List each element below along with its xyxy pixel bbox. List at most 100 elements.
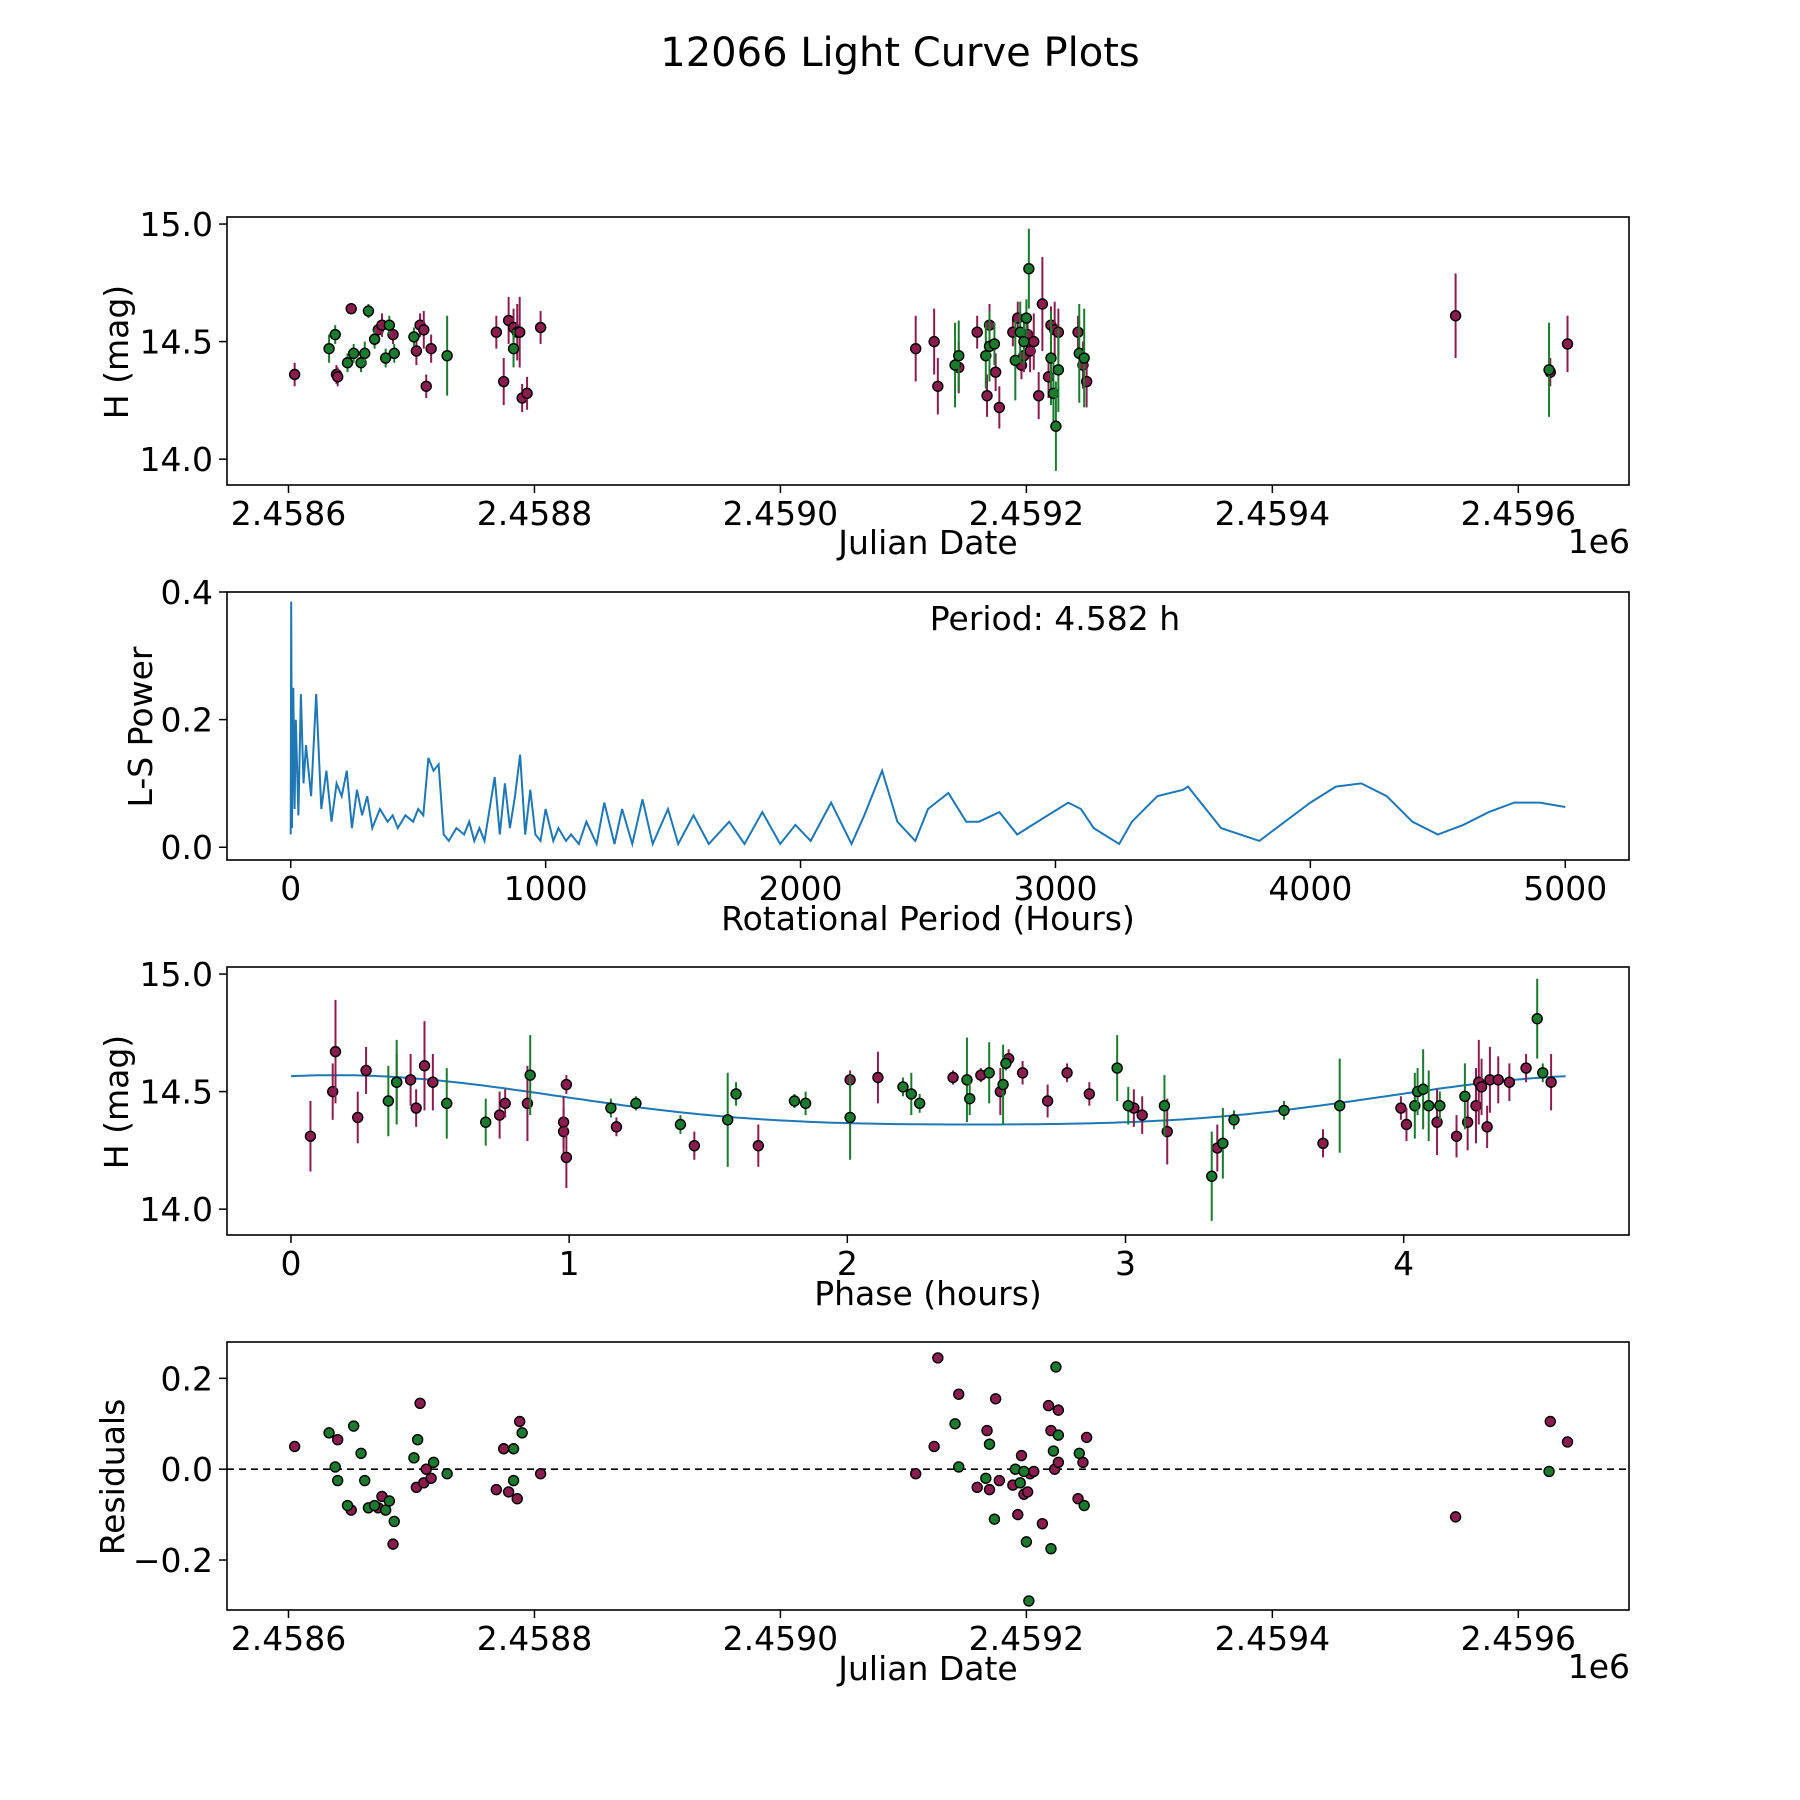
phased-xlabel: Phase (hours) xyxy=(814,1274,1042,1313)
lightcurve-xtick-label: 2.4596 xyxy=(1461,494,1576,533)
residuals-point xyxy=(408,1452,420,1464)
residuals-point xyxy=(1015,1449,1028,1462)
residuals-point xyxy=(988,1513,1001,1525)
residuals-xlabel: Julian Date xyxy=(836,1649,1018,1688)
residuals-point xyxy=(1073,1447,1085,1459)
residuals-point xyxy=(1050,1361,1062,1373)
periodogram-xtick-label: 3000 xyxy=(1013,869,1097,908)
residuals-point xyxy=(1052,1404,1065,1416)
lightcurve-xlabel: Julian Date xyxy=(836,523,1018,562)
phased-point xyxy=(674,1118,687,1131)
phased-ytick-label: 14.0 xyxy=(140,1190,213,1229)
phased-point xyxy=(722,1114,734,1126)
phased-point xyxy=(844,1111,856,1124)
phased-point xyxy=(1531,1013,1543,1025)
residuals-point xyxy=(932,1352,944,1364)
residuals-point xyxy=(516,1427,528,1439)
phased-point xyxy=(1158,1100,1171,1112)
lightcurve-point xyxy=(989,366,1002,378)
lightcurve-point xyxy=(1014,326,1026,338)
lightcurve-frame xyxy=(226,216,1630,486)
residuals-point xyxy=(1561,1436,1574,1448)
residuals-point xyxy=(1080,1431,1093,1444)
lightcurve-xtick-label: 2.4594 xyxy=(1215,494,1330,533)
residuals-panel: Julian Date Residuals 1e6 2.4586 2.4588 2.… xyxy=(93,1341,1630,1688)
phased-point xyxy=(480,1116,492,1128)
residuals-point xyxy=(910,1468,922,1480)
phased-point xyxy=(947,1071,959,1084)
phased-point xyxy=(1475,1081,1488,1093)
lightcurve-point xyxy=(362,305,375,317)
phased-frame xyxy=(226,966,1630,1236)
phased-ytick-label: 14.5 xyxy=(140,1073,213,1112)
lightcurve-point xyxy=(928,335,940,348)
lightcurve-point xyxy=(379,352,392,364)
residuals-point xyxy=(971,1481,983,1494)
residuals-point xyxy=(1014,1477,1026,1489)
residuals-point xyxy=(1052,1456,1065,1469)
lightcurve-ytick-label: 14.5 xyxy=(140,323,213,362)
residuals-point xyxy=(331,1433,344,1446)
residuals-point xyxy=(928,1440,940,1453)
residuals-point xyxy=(1021,1486,1034,1498)
phased-point xyxy=(427,1076,439,1088)
lightcurve-point xyxy=(441,350,453,362)
residuals-ytick-label: 0.2 xyxy=(161,1359,213,1398)
lightcurve-point xyxy=(513,326,526,338)
phased-xtick-label: 1 xyxy=(559,1244,580,1283)
lightcurve-point xyxy=(993,401,1006,414)
phased-point xyxy=(352,1111,364,1124)
residuals-point xyxy=(513,1415,526,1428)
lightcurve-ylabel: H (mag) xyxy=(97,285,136,419)
lightcurve-point xyxy=(980,350,992,362)
phased-point xyxy=(1317,1137,1329,1150)
residuals-point xyxy=(490,1483,503,1496)
residuals-point xyxy=(989,1393,1002,1405)
lightcurve-point xyxy=(420,380,432,392)
lightcurve-point xyxy=(359,347,371,360)
phased-point xyxy=(1228,1114,1240,1126)
residuals-point xyxy=(329,1461,341,1473)
periodogram-ytick-label: 0.2 xyxy=(161,701,213,740)
phased-model-curve xyxy=(290,1074,1566,1126)
phased-point xyxy=(499,1097,511,1110)
period-annotation: Period: 4.582 h xyxy=(930,599,1180,638)
phased-point xyxy=(1016,1067,1029,1079)
residuals-frame xyxy=(226,1341,1630,1611)
lightcurve-point xyxy=(355,357,367,369)
periodogram-ytick-label: 0.0 xyxy=(161,828,213,867)
phased-point xyxy=(752,1139,765,1152)
phased-point xyxy=(1111,1062,1123,1074)
periodogram-xtick-label: 1000 xyxy=(504,869,588,908)
lightcurve-offset-label: 1e6 xyxy=(1568,522,1630,561)
phased-point xyxy=(418,1060,431,1072)
phased-point xyxy=(1417,1083,1429,1095)
lightcurve-point xyxy=(383,319,396,331)
phased-point xyxy=(1481,1121,1493,1133)
residuals-point xyxy=(414,1397,426,1410)
residuals-point xyxy=(1028,1465,1040,1478)
lightcurve-point xyxy=(932,380,944,392)
residuals-point xyxy=(949,1418,961,1430)
phased-point xyxy=(410,1102,422,1114)
residuals-point xyxy=(341,1499,354,1512)
lightcurve-point xyxy=(1042,371,1055,383)
lightcurve-xtick-label: 2.4590 xyxy=(723,494,838,533)
lightcurve-point xyxy=(388,347,400,360)
residuals-point xyxy=(427,1456,440,1469)
periodogram-xtick-label: 5000 xyxy=(1523,869,1607,908)
residuals-point xyxy=(1544,1415,1556,1428)
phased-point xyxy=(1333,1100,1346,1112)
phased-point xyxy=(730,1088,742,1100)
lightcurve-point xyxy=(534,321,547,334)
lightcurve-point xyxy=(498,375,510,388)
phased-point xyxy=(1000,1057,1012,1070)
phased-point xyxy=(1503,1076,1516,1088)
phased-point xyxy=(997,1078,1009,1091)
residuals-point xyxy=(288,1440,301,1453)
lightcurve-point xyxy=(1080,375,1093,388)
phased-point xyxy=(1122,1100,1134,1112)
lightcurve-point xyxy=(418,324,430,336)
residuals-point xyxy=(323,1427,335,1439)
